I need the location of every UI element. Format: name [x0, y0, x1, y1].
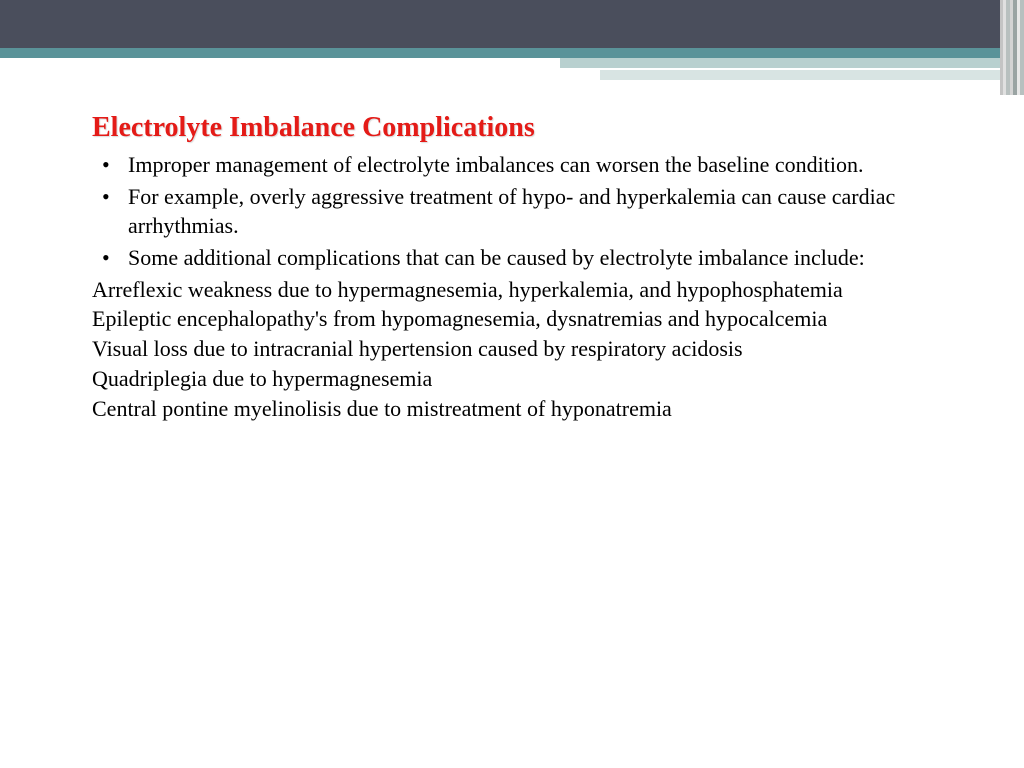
edge-stripe [1013, 0, 1017, 95]
bullet-item: For example, overly aggressive treatment… [92, 182, 964, 241]
edge-stripe [1003, 0, 1006, 95]
body-line: Quadriplegia due to hypermagnesemia [92, 364, 964, 394]
edge-stripe [1020, 0, 1024, 95]
header-accent-bar-1 [560, 58, 1000, 68]
header-dark-bar [0, 0, 1024, 48]
bullet-list: Improper management of electrolyte imbal… [92, 150, 964, 273]
header-teal-bar [0, 48, 1024, 58]
bullet-item: Improper management of electrolyte imbal… [92, 150, 964, 180]
edge-stripe [1000, 0, 1003, 95]
bullet-item: Some additional complications that can b… [92, 243, 964, 273]
edge-stripe [1006, 0, 1010, 95]
edge-decoration [1000, 0, 1024, 95]
slide-title: Electrolyte Imbalance Complications [92, 112, 964, 144]
slide-content: Electrolyte Imbalance Complications Impr… [92, 112, 964, 423]
body-line: Epileptic encephalopathy's from hypomagn… [92, 304, 964, 334]
header-accent-bar-2 [600, 70, 1000, 80]
edge-stripe [1010, 0, 1013, 95]
body-line: Visual loss due to intracranial hyperten… [92, 334, 964, 364]
body-line: Arreflexic weakness due to hypermagnesem… [92, 275, 964, 305]
body-text-block: Arreflexic weakness due to hypermagnesem… [92, 275, 964, 423]
body-line: Central pontine myelinolisis due to mist… [92, 394, 964, 424]
edge-stripe [1017, 0, 1020, 95]
